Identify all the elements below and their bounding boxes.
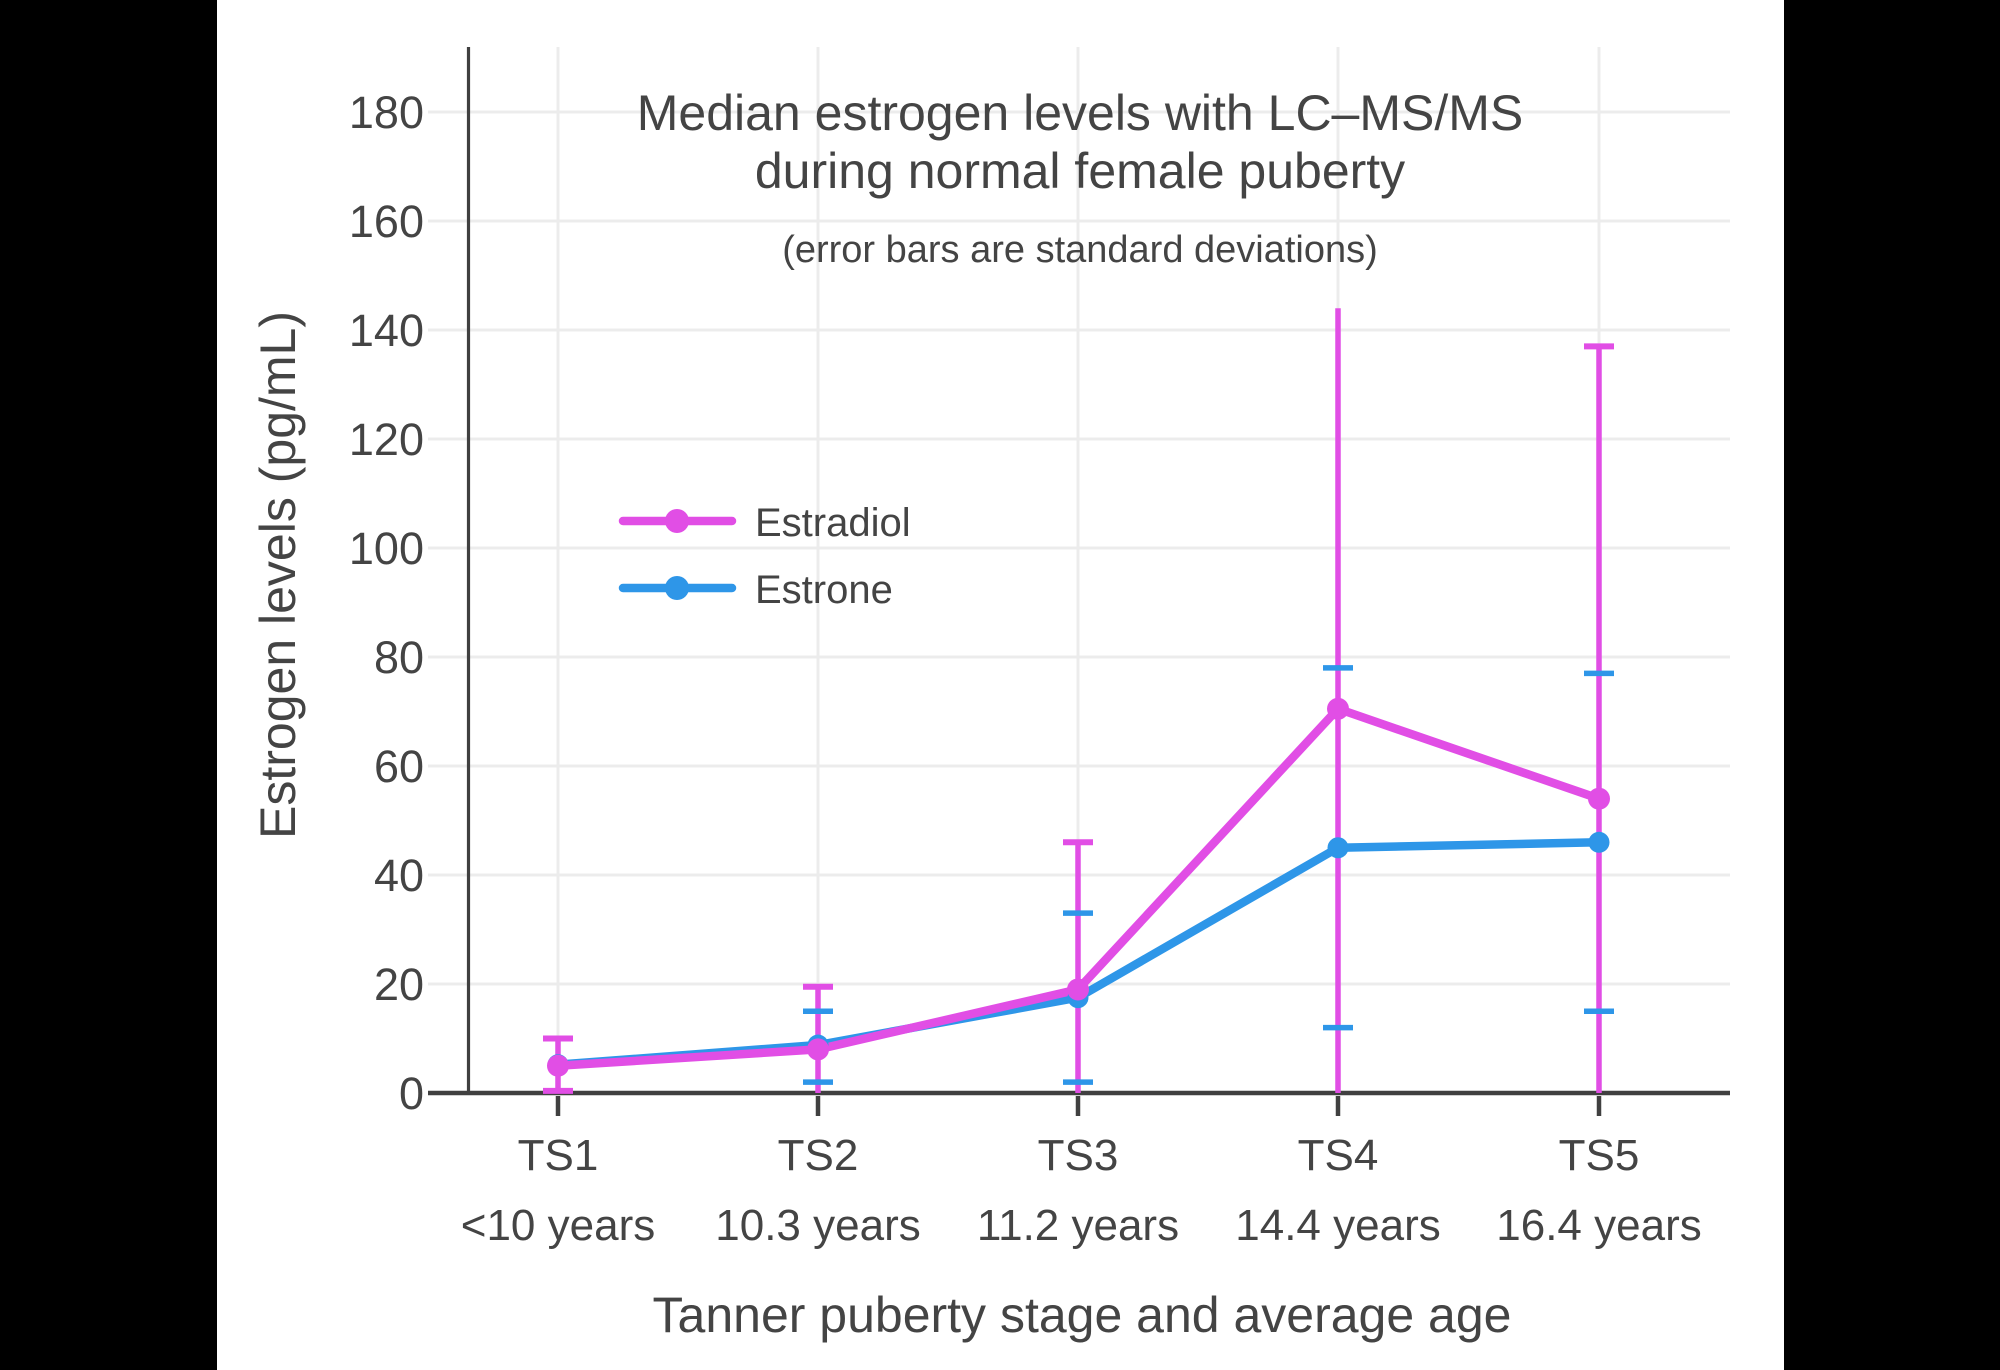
x-tick-label-TS2: TS2 (778, 1131, 859, 1180)
y-tick-label-140: 140 (349, 305, 424, 356)
estradiol-marker-TS1 (547, 1054, 569, 1077)
estrone-marker-TS5 (1588, 831, 1610, 853)
y-tick-label-0: 0 (399, 1068, 424, 1119)
chart-title-line2: during normal female puberty (755, 143, 1405, 199)
y-tick-label-60: 60 (374, 741, 424, 792)
estradiol-marker-TS5 (1588, 787, 1610, 810)
x-age-label-TS1: <10 years (461, 1201, 655, 1250)
y-tick-label-180: 180 (349, 87, 424, 138)
x-tick-label-TS3: TS3 (1038, 1131, 1119, 1180)
chart-title-line1: Median estrogen levels with LC–MS/MS (637, 85, 1524, 141)
y-tick-label-40: 40 (374, 850, 424, 901)
y-tick-label-80: 80 (374, 632, 424, 683)
chart-panel: Median estrogen levels with LC–MS/MS duri… (217, 0, 1784, 1370)
estrone-marker-TS4 (1327, 837, 1349, 859)
legend-marker-estrone (665, 576, 689, 600)
x-axis-title: Tanner puberty stage and average age (653, 1287, 1512, 1343)
x-age-label-TS3: 11.2 years (977, 1201, 1179, 1250)
estrogen-line-chart: Median estrogen levels with LC–MS/MSduri… (250, 47, 1730, 1343)
x-age-label-TS2: 10.3 years (715, 1201, 920, 1250)
estradiol-marker-TS3 (1067, 978, 1089, 1001)
chart-subtitle: (error bars are standard deviations) (782, 229, 1378, 271)
x-tick-label-TS5: TS5 (1559, 1131, 1640, 1180)
estradiol-marker-TS2 (807, 1038, 829, 1061)
x-tick-label-TS4: TS4 (1298, 1131, 1379, 1180)
y-tick-label-100: 100 (349, 523, 424, 574)
y-tick-label-160: 160 (349, 196, 424, 247)
x-tick-label-TS1: TS1 (518, 1131, 599, 1180)
legend-label-estradiol: Estradiol (755, 501, 911, 545)
right-black-bar (1784, 0, 2000, 1370)
left-black-bar (0, 0, 217, 1370)
y-tick-label-20: 20 (374, 959, 424, 1010)
legend-marker-estradiol (665, 509, 689, 533)
y-tick-label-120: 120 (349, 414, 424, 465)
legend-label-estrone: Estrone (755, 568, 893, 612)
x-age-label-TS4: 14.4 years (1235, 1201, 1440, 1250)
y-axis-title: Estrogen levels (pg/mL) (250, 311, 306, 839)
estradiol-marker-TS4 (1327, 697, 1349, 720)
x-age-label-TS5: 16.4 years (1496, 1201, 1701, 1250)
